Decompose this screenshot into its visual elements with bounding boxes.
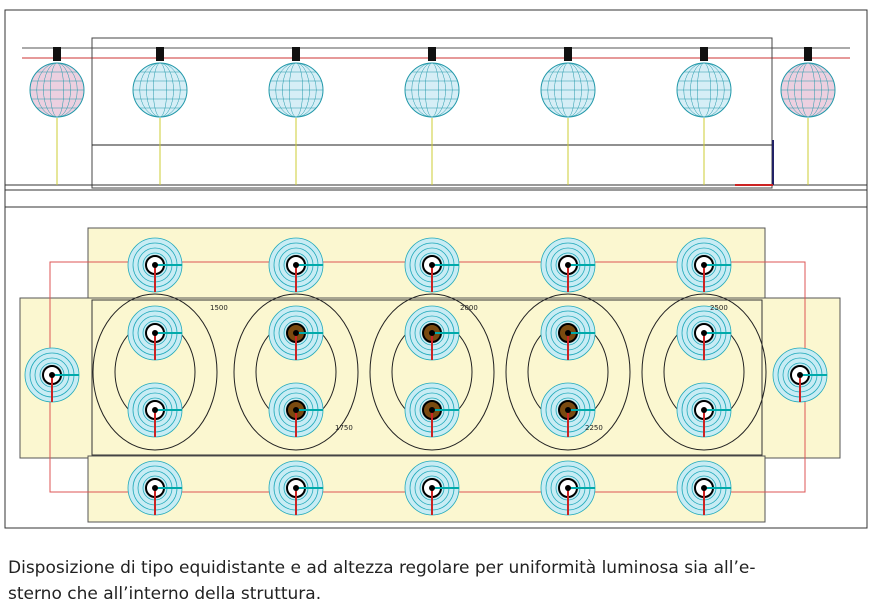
- luminaire-center: [293, 262, 299, 268]
- luminaire-center: [565, 485, 571, 491]
- luminaire-center: [152, 262, 158, 268]
- luminaire-center: [565, 330, 571, 336]
- luminaire-center: [152, 485, 158, 491]
- hanger: [156, 47, 164, 61]
- caption-line: Disposizione di tipo equidistante e ad a…: [8, 558, 756, 578]
- luminaire-center: [152, 330, 158, 336]
- luminaire-center: [701, 262, 707, 268]
- luminaire-center: [293, 407, 299, 413]
- contour-label: 1500: [210, 304, 228, 312]
- luminaire-center: [152, 407, 158, 413]
- contour-label: 1750: [335, 424, 353, 432]
- luminaire-center: [49, 372, 55, 378]
- page: 1500 1750 2000 2250 2500 Disposizione di tip…: [0, 0, 872, 613]
- luminaire-center: [429, 262, 435, 268]
- drawing: 1500 1750 2000 2250 2500: [0, 0, 872, 540]
- luminaire-center: [701, 407, 707, 413]
- contour-label: 2500: [710, 304, 728, 312]
- hanger: [53, 47, 61, 61]
- luminaire-center: [293, 330, 299, 336]
- contour-label: 2000: [460, 304, 478, 312]
- hanger: [292, 47, 300, 61]
- luminaire-center: [429, 330, 435, 336]
- luminaire-center: [429, 485, 435, 491]
- hanger: [428, 47, 436, 61]
- contour-label: 2250: [585, 424, 603, 432]
- hanger: [700, 47, 708, 61]
- hanger: [564, 47, 572, 61]
- caption-line: sterno che all’interno della struttura.: [8, 584, 321, 604]
- luminaire-center: [701, 485, 707, 491]
- hanger: [804, 47, 812, 61]
- luminaire-center: [565, 407, 571, 413]
- luminaire-center: [565, 262, 571, 268]
- luminaire-center: [797, 372, 803, 378]
- luminaire-center: [293, 485, 299, 491]
- luminaire-center: [701, 330, 707, 336]
- luminaire-center: [429, 407, 435, 413]
